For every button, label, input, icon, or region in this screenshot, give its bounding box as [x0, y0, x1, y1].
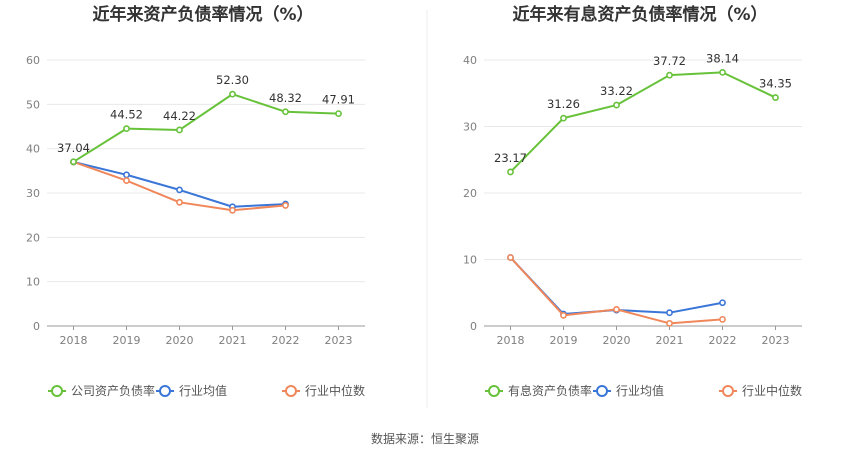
data-point: [176, 186, 183, 194]
data-point: [229, 206, 236, 214]
x-tick-label: 2019: [113, 334, 141, 347]
data-label: 37.04: [57, 141, 90, 155]
legend-swatch-marker: [285, 385, 297, 397]
legend-label: 行业中位数: [305, 383, 365, 398]
x-tick-label: 2023: [325, 334, 353, 347]
legend-swatch-marker: [51, 385, 63, 397]
x-tick-label: 2019: [550, 334, 578, 347]
right-chart-panel: 近年来有息资产负债率情况（%） 0 10 20 30 40 2018 2019 2020 202…: [463, 4, 802, 398]
data-point: [666, 71, 673, 79]
data-point: [560, 114, 567, 122]
data-label: 48.32: [269, 91, 302, 105]
legend-swatch-marker: [722, 385, 734, 397]
data-label: 47.91: [322, 93, 355, 107]
y-tick-label: 0: [33, 320, 40, 333]
legend-item[interactable]: 公司资产负债率: [48, 383, 155, 398]
data-point: [666, 309, 673, 317]
x-tick-label: 2020: [166, 334, 194, 347]
data-point: [70, 158, 77, 166]
x-tick-label: 2023: [762, 334, 790, 347]
series-line: [509, 256, 723, 316]
data-label: 31.26: [547, 97, 580, 111]
legend-label: 有息资产负债率: [508, 383, 592, 398]
legend-item[interactable]: 行业中位数: [282, 383, 365, 398]
legend-item[interactable]: 有息资产负债率: [485, 383, 592, 398]
data-point: [229, 90, 236, 98]
data-label: 23.17: [494, 151, 527, 165]
x-tick-label: 2021: [656, 334, 684, 347]
y-tick-label: 20: [463, 187, 477, 200]
y-tick-label: 30: [463, 121, 477, 134]
y-tick-label: 30: [26, 187, 40, 200]
data-point: [335, 110, 342, 117]
series-line: [509, 71, 776, 173]
data-point: [507, 254, 514, 261]
data-label: 33.22: [600, 84, 633, 98]
y-tick-label: 10: [26, 276, 40, 289]
x-tick-label: 2022: [272, 334, 300, 347]
x-tick-label: 2018: [497, 334, 525, 347]
data-point: [282, 108, 289, 116]
data-point: [613, 305, 620, 313]
legend-item[interactable]: 行业中位数: [719, 383, 802, 398]
x-tick-label: 2018: [60, 334, 88, 347]
legend-swatch-marker: [159, 385, 171, 397]
data-point: [123, 177, 130, 184]
data-point: [666, 319, 673, 327]
y-tick-label: 20: [26, 231, 40, 244]
data-point: [772, 94, 779, 101]
data-point: [613, 101, 620, 109]
series-line: [72, 93, 339, 163]
legend-label: 行业均值: [616, 383, 664, 398]
left-chart-title: 近年来资产负债率情况（%）: [92, 4, 313, 25]
data-point: [507, 168, 514, 176]
x-tick-label: 2022: [709, 334, 737, 347]
data-label: 37.72: [653, 54, 686, 68]
y-tick-label: 40: [463, 54, 477, 67]
y-tick-label: 0: [470, 320, 477, 333]
legend-swatch-marker: [596, 385, 608, 397]
data-label: 52.30: [216, 73, 249, 87]
legend-item[interactable]: 行业均值: [593, 383, 664, 398]
y-tick-label: 40: [26, 143, 40, 156]
y-tick-label: 50: [26, 98, 40, 111]
legend-swatch-marker: [488, 385, 500, 397]
data-point: [123, 171, 130, 179]
data-point: [719, 68, 726, 76]
legend-label: 公司资产负债率: [71, 383, 155, 398]
data-label: 44.52: [110, 108, 143, 122]
data-point: [719, 299, 726, 307]
x-tick-label: 2021: [219, 334, 247, 347]
data-point: [282, 202, 289, 209]
data-point: [176, 126, 183, 134]
data-point: [123, 125, 130, 133]
y-tick-label: 10: [463, 254, 477, 267]
legend-label: 行业中位数: [742, 383, 802, 398]
data-label: 38.14: [706, 51, 739, 65]
y-tick-label: 60: [26, 54, 40, 67]
left-chart-panel: 近年来资产负债率情况（%） 0 10 20 30 40 50 60 2018 2019 2020 2…: [26, 4, 365, 398]
legend-label: 行业均值: [179, 383, 227, 398]
data-label: 34.35: [759, 77, 792, 91]
data-label: 44.22: [163, 109, 196, 123]
data-point: [719, 315, 726, 323]
source-caption: 数据来源：恒生聚源: [371, 431, 479, 446]
right-chart-title: 近年来有息资产负债率情况（%）: [512, 4, 767, 25]
data-point: [560, 311, 567, 319]
x-tick-label: 2020: [603, 334, 631, 347]
legend-item[interactable]: 行业均值: [156, 383, 227, 398]
data-point: [176, 198, 183, 206]
